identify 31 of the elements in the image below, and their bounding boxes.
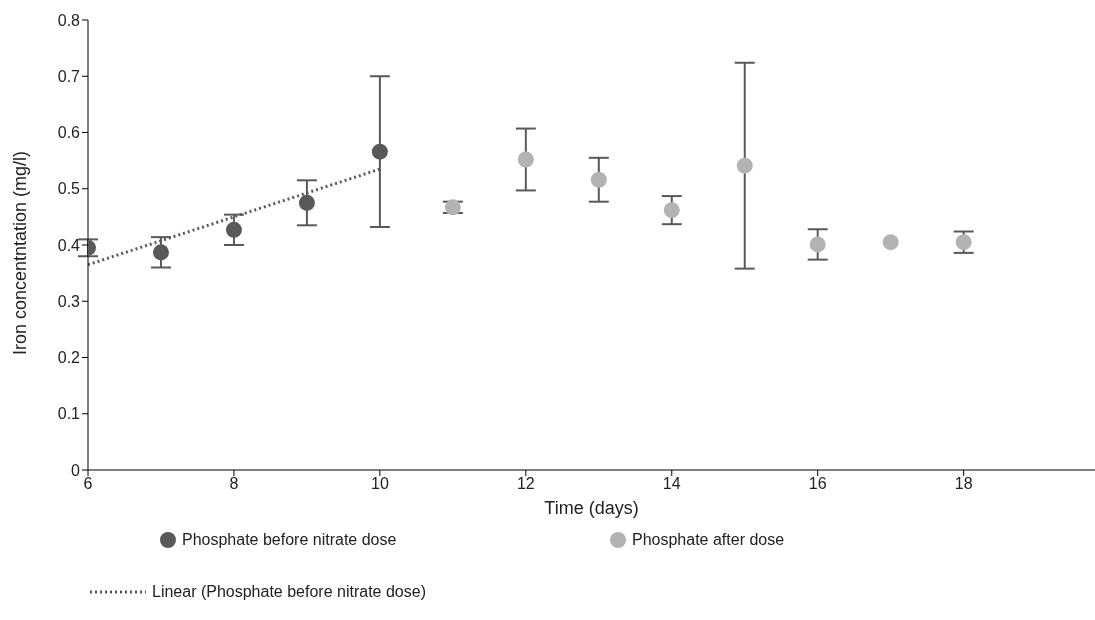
x-tick-label: 10 bbox=[370, 475, 389, 493]
point bbox=[590, 171, 607, 188]
point bbox=[371, 143, 388, 160]
legend-label: Phosphate before nitrate dose bbox=[182, 531, 397, 549]
point bbox=[809, 236, 826, 253]
point bbox=[298, 194, 315, 211]
y-axis-title: Iron concentntation (mg/l) bbox=[10, 150, 31, 355]
legend-label: Phosphate after dose bbox=[632, 531, 785, 549]
point bbox=[882, 234, 899, 251]
x-tick-label: 6 bbox=[83, 475, 93, 493]
x-tick-label: 12 bbox=[516, 475, 535, 493]
y-tick-label: 0.7 bbox=[57, 67, 81, 85]
y-tick-label: 0 bbox=[71, 461, 81, 479]
x-tick-label: 18 bbox=[954, 475, 973, 493]
point bbox=[517, 151, 534, 168]
point bbox=[663, 202, 680, 219]
x-axis-title: Time (days) bbox=[544, 498, 639, 518]
y-tick-label: 0.5 bbox=[57, 180, 81, 198]
point bbox=[736, 157, 753, 174]
y-tick-label: 0.2 bbox=[57, 349, 81, 367]
x-tick-label: 8 bbox=[229, 475, 239, 493]
point bbox=[152, 244, 169, 261]
y-tick-label: 0.1 bbox=[57, 405, 81, 423]
point bbox=[225, 221, 242, 238]
y-tick-label: 0.3 bbox=[57, 292, 81, 310]
y-tick-label: 0.6 bbox=[57, 124, 81, 142]
x-tick-label: 14 bbox=[662, 475, 681, 493]
legend-label: Linear (Phosphate before nitrate dose) bbox=[152, 583, 426, 601]
y-tick-label: 0.4 bbox=[57, 236, 81, 254]
x-tick-label: 16 bbox=[808, 475, 827, 493]
y-tick-label: 0.8 bbox=[57, 11, 81, 29]
